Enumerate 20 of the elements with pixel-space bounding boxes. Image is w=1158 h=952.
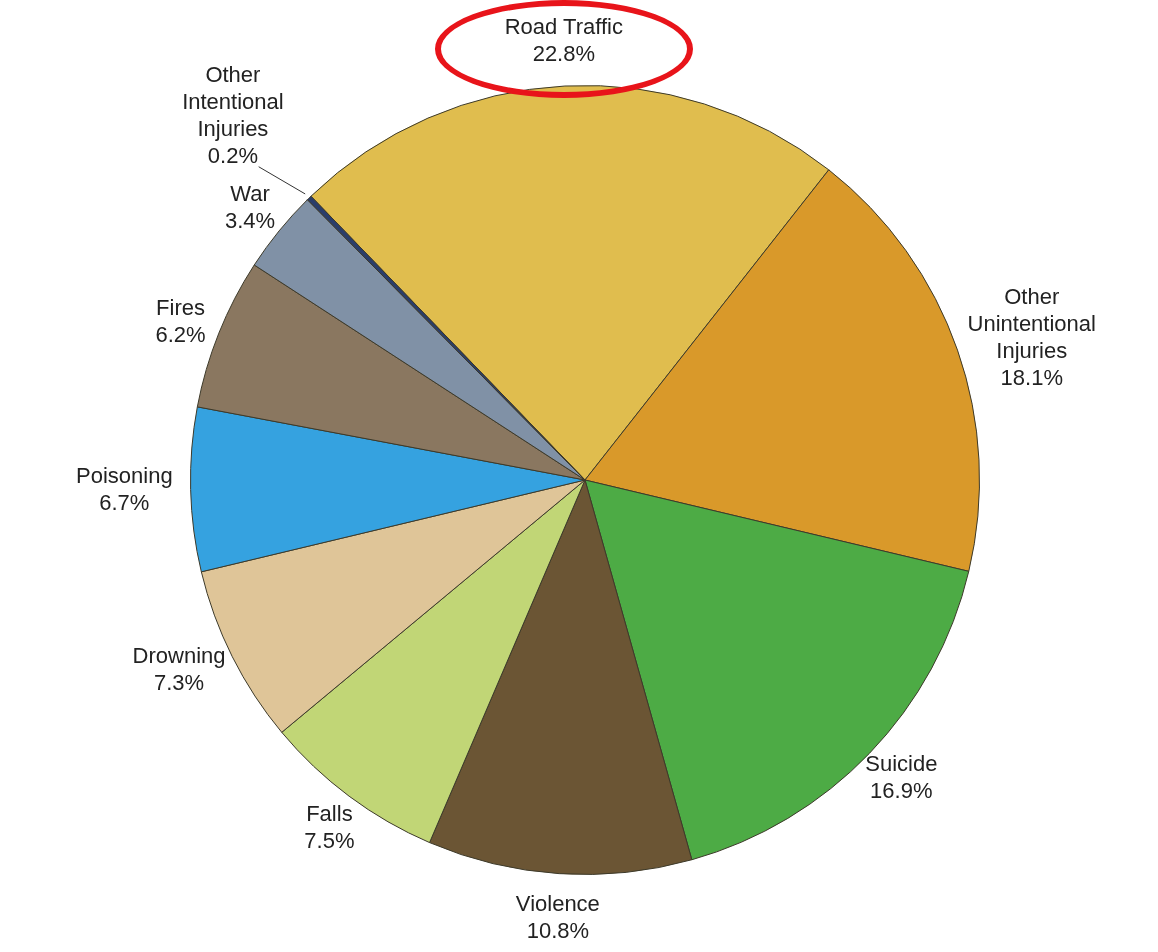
data-label: 22.8% [532, 40, 596, 66]
data-label: 6.7% [99, 489, 150, 515]
data-label: 7.3% [153, 669, 205, 695]
data-label: 3.4% [224, 208, 276, 234]
slice-label: Drowning [132, 642, 226, 668]
slice-label: Poisoning [76, 462, 173, 488]
slice-label: Suicide [865, 751, 938, 777]
data-label: 10.8% [526, 918, 590, 944]
slice-label: Other Intentional Injuries [182, 62, 284, 142]
slice-label: Falls [306, 800, 353, 826]
data-label: 16.9% [870, 778, 933, 804]
data-label: 7.5% [304, 827, 355, 853]
data-label: 18.1% [1000, 364, 1063, 390]
data-label: 0.2% [207, 143, 258, 169]
slice-label: Other Unintentional Injuries [967, 283, 1096, 363]
data-label: 6.2% [155, 322, 206, 348]
slice-label: Fires [156, 295, 205, 321]
slice-label: War [230, 181, 270, 207]
slice-label: Violence [515, 891, 600, 917]
slice-label: Road Traffic [504, 13, 623, 39]
